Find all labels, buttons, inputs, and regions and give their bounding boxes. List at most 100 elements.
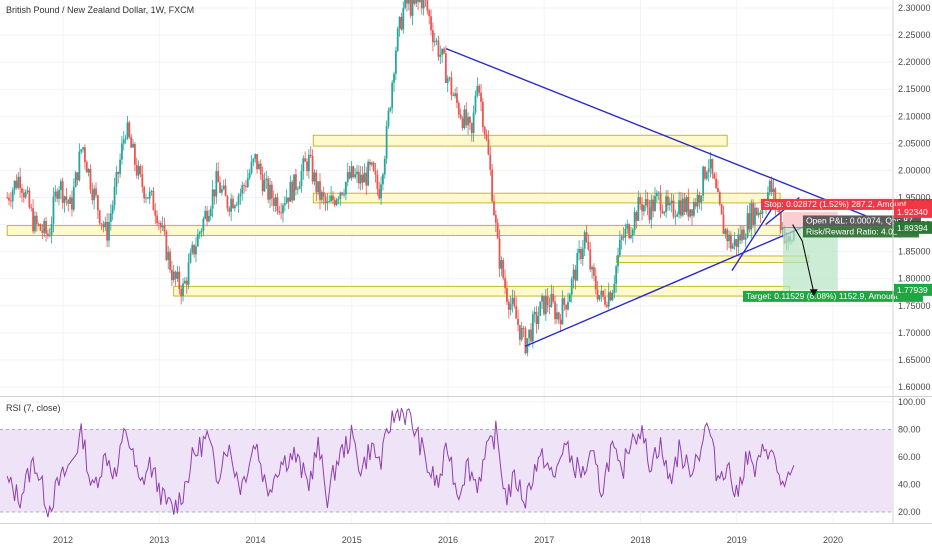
rsi-tick-label: 40.00 <box>898 480 921 490</box>
candle-body <box>385 125 388 159</box>
candle-body <box>343 194 345 196</box>
candle-body <box>233 205 236 209</box>
candle-body <box>518 325 521 340</box>
candle-body <box>117 171 120 174</box>
candle-body <box>41 230 44 233</box>
candle-body <box>108 221 110 241</box>
candle-body <box>378 189 381 199</box>
candle-body <box>198 232 201 235</box>
rsi-pane[interactable]: RSI (7, close) 20.00 40.00 60.00 80.00 100.0… <box>0 397 926 523</box>
candle-body <box>359 174 362 184</box>
candle-body <box>219 182 221 193</box>
projection-path[interactable] <box>792 224 815 293</box>
time-axis-ticks: 2012 2013 2014 2015 2016 2017 2018 2019 2020 <box>53 535 843 545</box>
short-position-tool[interactable]: Stop: 0.02872 (1.52%) 287.2, Amount Open … <box>742 198 932 302</box>
price-axis[interactable]: 1.60000 1.65000 1.70000 1.75000 1.80000 1.850… <box>892 0 932 523</box>
candle-body <box>443 48 445 54</box>
candle-body <box>687 196 690 217</box>
trendline[interactable] <box>524 223 810 348</box>
candle-body <box>391 82 394 108</box>
candle-body <box>737 234 740 247</box>
candle-body <box>15 180 18 188</box>
candle-body <box>528 329 531 339</box>
candle-body <box>357 171 360 184</box>
candle-body <box>600 290 603 296</box>
candle-body <box>541 295 544 302</box>
price-tick-label: 1.75000 <box>898 301 931 311</box>
candle-body <box>228 208 231 212</box>
sr-zone[interactable] <box>616 255 810 263</box>
candle-body <box>409 0 412 16</box>
candle-body <box>568 294 571 302</box>
candle-body <box>289 181 292 202</box>
rsi-tick-label: 20.00 <box>898 507 921 517</box>
price-tag-target <box>894 283 932 296</box>
candle-body <box>474 95 477 113</box>
trendlines[interactable] <box>445 47 882 348</box>
candle-body <box>52 196 55 224</box>
candle-body <box>759 212 762 215</box>
candle-body <box>565 304 568 310</box>
candle-body <box>604 296 606 305</box>
price-tick-label: 1.70000 <box>898 328 931 338</box>
candle-body <box>489 154 492 170</box>
trendline[interactable] <box>445 47 882 223</box>
candle-body <box>698 194 701 203</box>
candle-body <box>154 210 157 216</box>
candle-body <box>239 193 242 197</box>
candle-body <box>702 166 705 196</box>
candle-body <box>404 0 407 8</box>
candle-body <box>428 10 431 17</box>
candle-body <box>415 0 418 4</box>
price-pane[interactable]: Stop: 0.02872 (1.52%) 287.2, Amount Open … <box>0 0 932 396</box>
sr-zone[interactable] <box>173 285 791 297</box>
candle-body <box>84 147 86 162</box>
support-resistance-zones[interactable] <box>6 134 810 297</box>
candle-body <box>191 244 194 253</box>
candle-body <box>402 7 405 30</box>
candle-body <box>89 168 92 190</box>
candle-body <box>485 134 488 140</box>
candlestick-series <box>6 0 795 357</box>
candle-body <box>524 328 527 354</box>
time-axis[interactable]: 2012 2013 2014 2015 2016 2017 2018 2019 2020 <box>0 523 932 546</box>
candle-body <box>209 208 212 217</box>
candle-body <box>372 162 375 171</box>
candle-body <box>208 216 210 222</box>
trendline[interactable] <box>731 199 778 271</box>
candle-body <box>226 196 229 209</box>
candle-body <box>130 136 133 148</box>
candle-body <box>435 40 438 42</box>
projection-arrow[interactable] <box>792 224 818 297</box>
candle-body <box>431 30 434 43</box>
candle-body <box>744 237 747 240</box>
candle-body <box>513 297 516 307</box>
candle-body <box>755 207 758 216</box>
sr-zone[interactable] <box>312 192 781 204</box>
candle-body <box>113 186 116 206</box>
candle-body <box>724 229 727 234</box>
candle-body <box>469 117 471 123</box>
candle-body <box>496 222 499 239</box>
candle-body <box>59 181 62 190</box>
candle-body <box>143 187 146 199</box>
candle-body <box>285 197 288 204</box>
candle-body <box>487 139 490 155</box>
candle-body <box>583 232 586 249</box>
candle-body <box>761 206 764 215</box>
candle-body <box>132 143 134 148</box>
candle-body <box>456 93 458 103</box>
rsi-label: RSI (7, close) <box>6 403 61 413</box>
candle-body <box>232 198 234 209</box>
sr-zone[interactable] <box>312 134 728 147</box>
candle-body <box>217 171 220 183</box>
candle-body <box>9 200 12 202</box>
candle-body <box>580 249 582 259</box>
candle-body <box>631 229 634 236</box>
rsi-band <box>0 429 893 513</box>
sr-zone[interactable] <box>6 225 781 236</box>
candle-body <box>200 230 203 233</box>
candle-body <box>211 189 214 209</box>
